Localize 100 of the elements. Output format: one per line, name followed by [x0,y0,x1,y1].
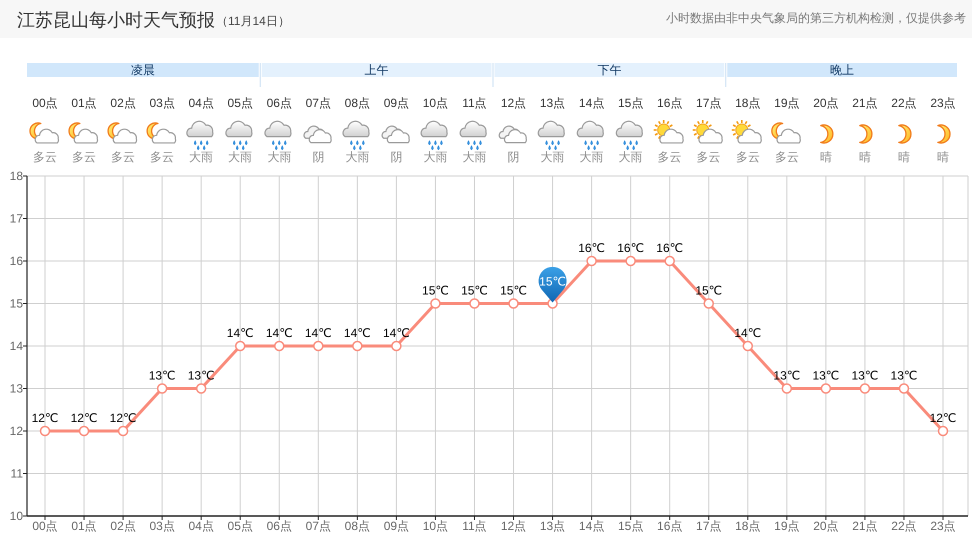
chart-subtitle: （11月14日） [216,14,290,28]
data-label: 13℃ [812,368,840,382]
category-label: 12点 [500,96,526,110]
data-label: 13℃ [773,368,800,382]
category-label: 07点 [306,96,331,110]
data-label: 15℃ [422,284,449,298]
data-label: 14℃ [382,326,410,340]
x-tick-label: 00点 [32,519,58,533]
category-label: 21点 [852,96,878,110]
category-label: 20点 [813,96,839,110]
text: 大雨 [228,150,252,164]
data-label: 14℃ [344,326,371,340]
data-label: 12℃ [32,411,58,425]
x-tick-label: 11点 [462,519,487,533]
x-tick-label: 14点 [578,519,604,533]
y-tick-label: 13 [10,382,24,396]
x-tick-label: 07点 [306,519,331,533]
point [860,383,870,394]
category-label: 14点 [578,96,604,110]
text: 多云 [72,150,96,164]
category-label: 08点 [344,96,370,110]
point [898,383,910,394]
category-label: 22点 [891,96,917,110]
category-label: 19点 [774,96,800,110]
text: 阴 [312,150,324,164]
data-label: 14℃ [226,326,254,340]
point [586,256,597,266]
text: 晴 [898,150,910,164]
text: 多云 [736,150,760,164]
text: 晴 [937,150,949,164]
y-tick-label: 10 [10,509,24,523]
point [274,340,285,352]
point [742,340,754,352]
text: 大雨 [462,150,486,164]
category-label: 01点 [71,96,97,110]
text: 小时数据由非中央气象局的第三方机构检测，仅提供参考 [666,11,966,25]
point [118,426,128,436]
x-tick-label: 10点 [422,519,448,533]
x-tick-label: 05点 [228,519,253,533]
x-tick-label: 06点 [266,519,292,533]
category-label: 02点 [110,96,136,110]
x-tick-label: 13点 [540,519,566,533]
text: 多云 [658,150,682,164]
data-label: 12℃ [70,411,98,425]
point [196,383,206,394]
point [782,383,792,394]
text: 晴 [858,150,871,164]
data-label: 13℃ [148,368,176,382]
point [156,383,168,394]
x-tick-label: 16点 [657,519,682,533]
x-tick-label: 04点 [188,519,214,533]
point [664,256,675,266]
point [78,426,90,436]
text: 多云 [774,150,799,164]
point [430,298,441,309]
text: 大雨 [423,150,448,164]
text: 多云 [696,150,721,164]
category-label: 17点 [696,96,722,110]
point [40,426,50,436]
x-tick-label: 12点 [500,519,526,533]
y-tick-label: 15 [10,296,24,310]
category-label: 23点 [930,96,956,110]
data-label: 13℃ [890,368,918,382]
text: 大雨 [345,150,370,164]
x-tick-label: 15点 [618,519,644,533]
point [820,383,832,394]
text: 凌晨 [130,63,155,77]
text: 下午 [597,63,622,77]
point [313,340,324,352]
data-label: 16℃ [617,241,644,255]
category-label: 09点 [384,96,410,110]
point [352,340,363,352]
data-label: 13℃ [852,368,878,382]
text: 多云 [111,150,136,164]
data-label: 15℃ [695,284,722,298]
x-tick-label: 22点 [891,519,917,533]
x-tick-label: 21点 [852,519,878,533]
category-label: 13点 [540,96,566,110]
category-label: 11点 [462,96,487,110]
text: 大雨 [267,150,292,164]
category-label: 10点 [422,96,448,110]
data-label: 16℃ [656,241,684,255]
category-label: 16点 [657,96,682,110]
category-label: 00点 [32,96,58,110]
y-tick-label: 12 [10,424,24,438]
point [234,340,246,352]
text: 多云 [150,150,174,164]
x-tick-label: 08点 [344,519,370,533]
text: 大雨 [540,150,565,164]
annotation: 15℃ [539,274,566,288]
category-label: 06点 [266,96,292,110]
x-tick-label: 23点 [930,519,956,533]
category-label: 15点 [618,96,644,110]
x-tick-label: 17点 [696,519,722,533]
text: 上午 [364,63,389,77]
x-tick-label: 09点 [384,519,410,533]
data-label: 14℃ [304,326,332,340]
point [508,298,519,309]
x-tick-label: 03点 [149,519,175,533]
chart-title: 江苏昆山每小时天气预报 [17,10,215,30]
